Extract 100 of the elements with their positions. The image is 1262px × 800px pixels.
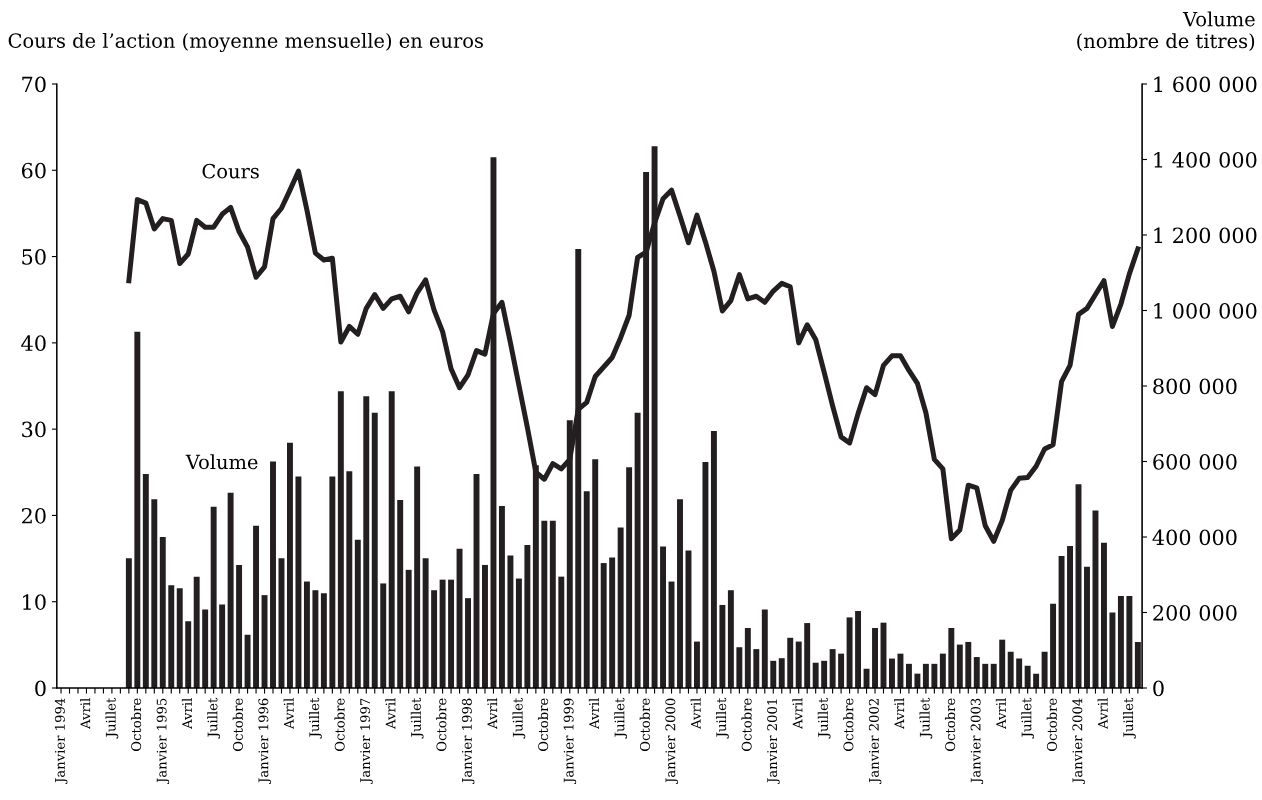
y-tick-label: 30 [22, 421, 46, 438]
bar [761, 609, 768, 688]
bar [787, 637, 794, 688]
bar [1126, 595, 1133, 688]
bar [710, 430, 717, 688]
x-tick-label: Juillet [1021, 697, 1035, 739]
bar [210, 506, 217, 688]
bar [134, 331, 141, 688]
bar [244, 634, 251, 688]
y-tick-label: 60 [21, 162, 46, 179]
y2-tick-label: 1 200 000 [1154, 227, 1257, 244]
x-tick-label: Avril [80, 698, 91, 729]
bar [889, 658, 895, 688]
x-tick-label: Octobre [130, 698, 142, 751]
bar [753, 649, 760, 688]
x-tick-label: Avril [588, 698, 599, 729]
y-tick-label: 20 [21, 507, 46, 524]
bar [380, 583, 387, 688]
x-tick-label: Janvier 2004 [1072, 698, 1085, 785]
x-tick-label: Octobre [537, 698, 549, 751]
bar [778, 658, 785, 688]
bar [431, 590, 438, 688]
bar [151, 499, 158, 688]
bar [1117, 595, 1124, 688]
bar [142, 473, 149, 688]
bar [914, 673, 921, 688]
bar [770, 660, 777, 688]
bar [439, 579, 446, 688]
bar [719, 604, 726, 688]
x-tick-label: Juillet [919, 697, 933, 739]
bar [702, 461, 709, 688]
bar [948, 627, 955, 688]
bar [549, 520, 556, 688]
bar [295, 476, 302, 688]
bar [939, 653, 946, 688]
y-axis-title: Cours de l’action (moyenne mensuelle) en euros [8, 32, 483, 52]
bar [592, 459, 599, 688]
bar [634, 412, 641, 688]
bar [219, 604, 226, 688]
x-tick-label: Janvier 1998 [461, 698, 475, 785]
y2-tick-label: 1 400 000 [1154, 151, 1257, 168]
y2-tick-label: 200 000 [1153, 604, 1237, 621]
bar [744, 627, 751, 688]
bar [185, 621, 192, 688]
bar [498, 506, 505, 688]
x-tick-label: Janvier 2003 [970, 698, 984, 785]
x-tick-label: Janvier 1996 [258, 698, 271, 785]
y-tick-label: 40 [21, 335, 46, 352]
y-tick-label: 0 [35, 680, 46, 697]
y-tick-label: 50 [22, 249, 46, 265]
x-tick-label: Janvier 2002 [868, 699, 882, 785]
x-tick-label: Avril [1097, 698, 1108, 729]
x-tick-label: Octobre [741, 698, 752, 751]
bar [838, 653, 845, 688]
bar [1007, 651, 1014, 688]
bar [693, 641, 700, 688]
bar [1050, 603, 1057, 688]
y2-tick-label: 800 000 [1153, 378, 1237, 395]
bar [1067, 546, 1074, 688]
bar [1058, 555, 1065, 688]
bar [371, 412, 378, 688]
y-tick-label: 10 [23, 594, 46, 610]
bar [795, 641, 802, 688]
bar [482, 564, 488, 688]
bar [855, 610, 862, 688]
x-tick-label: Janvier 1994 [54, 698, 68, 785]
bar [1109, 612, 1116, 688]
bar [236, 564, 243, 688]
bar [507, 555, 514, 688]
bar [609, 557, 616, 688]
bar [660, 546, 667, 688]
x-tick-label: Janvier 2000 [665, 698, 678, 785]
x-tick-label: Juillet [614, 697, 628, 739]
x-tick-label: Juillet [512, 697, 526, 739]
bar [965, 641, 972, 688]
x-tick-label: Avril [792, 698, 803, 729]
x-tick-label: Octobre [944, 698, 956, 751]
bar [193, 576, 200, 688]
bar [990, 663, 997, 688]
bar [346, 471, 353, 688]
x-tick-label: Juillet [309, 697, 322, 739]
bar [159, 537, 166, 688]
x-tick-label: Octobre [232, 698, 243, 751]
x-tick-label: Octobre [843, 698, 854, 751]
bar [414, 466, 421, 688]
y2-tick-label: 1 000 000 [1154, 302, 1257, 319]
y2-tick-label: 600 000 [1153, 453, 1237, 470]
x-tick-label: Avril [181, 698, 192, 729]
bar [922, 663, 929, 688]
bar [422, 558, 429, 688]
bar [897, 653, 904, 688]
x-tick-label: Avril [894, 698, 905, 729]
bar [821, 660, 828, 688]
bar [456, 548, 463, 688]
y2-tick-label: 1 600 000 [1154, 76, 1257, 93]
bar [524, 544, 531, 688]
bar [515, 578, 522, 688]
bar [1033, 673, 1040, 688]
x-tick-label: Juillet [817, 697, 831, 739]
bar [312, 590, 319, 688]
